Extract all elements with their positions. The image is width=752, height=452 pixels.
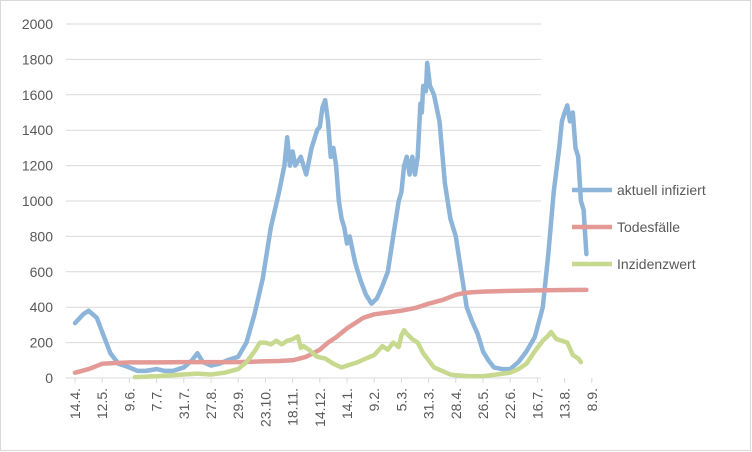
x-tick-label: 7.7. xyxy=(149,388,165,411)
gridlines xyxy=(66,23,541,344)
x-tick-label: 13.8. xyxy=(557,388,573,419)
x-tick-label: 14.12. xyxy=(312,388,328,427)
x-tick-label: 18.11. xyxy=(285,388,301,426)
y-tick-label: 400 xyxy=(30,299,54,315)
x-tick-label: 31.3. xyxy=(421,388,437,419)
x-tick-label: 14.1. xyxy=(339,388,355,419)
y-tick-label: 800 xyxy=(30,228,54,244)
legend-label: Inzidenzwert xyxy=(617,256,696,272)
x-tick-label: 9.2. xyxy=(366,388,382,411)
series-line-aktuell-infiziert xyxy=(72,60,589,374)
x-tick-label: 27.8. xyxy=(203,388,219,419)
y-tick-label: 1200 xyxy=(22,158,53,174)
y-tick-label: 1600 xyxy=(22,87,53,103)
legend-label: aktuell infiziert xyxy=(617,182,706,198)
x-axis: 14.4. 12.5. 9.6. 7.7. 31.7. 27.8. 29.9. 23.10. 1… xyxy=(66,377,600,427)
y-tick-label: 0 xyxy=(45,370,53,386)
series-line-inzidenzwert xyxy=(132,327,584,380)
y-tick-label: 600 xyxy=(30,264,54,280)
y-tick-label: 200 xyxy=(30,335,54,351)
x-tick-label: 31.7. xyxy=(176,388,192,419)
legend: aktuell infiziert Todesfälle Inzidenzwert xyxy=(572,182,706,272)
x-tick-label: 12.5. xyxy=(94,388,110,419)
x-tick-label: 16.7. xyxy=(529,388,545,419)
x-tick-label: 14.4. xyxy=(67,388,83,419)
series-lines xyxy=(72,60,589,380)
y-tick-label: 2000 xyxy=(22,16,53,32)
x-tick-label: 28.4. xyxy=(448,388,464,419)
x-tick-label: 29.9. xyxy=(230,388,246,419)
y-tick-label: 1800 xyxy=(22,51,53,67)
x-tick-label: 9.6. xyxy=(121,388,137,411)
x-tick-label: 23.10. xyxy=(257,388,273,427)
y-tick-label: 1000 xyxy=(22,193,53,209)
x-tick-label: 26.5. xyxy=(475,388,491,419)
y-tick-label: 1400 xyxy=(22,122,53,138)
y-axis: 0 200 400 600 800 1000 1200 1400 1600 1800 2000 xyxy=(22,16,53,386)
x-tick-label: 22.6. xyxy=(502,388,518,419)
x-tick-label: 5.3. xyxy=(393,388,409,411)
x-tick-label: 8.9. xyxy=(584,388,600,411)
legend-label: Todesfälle xyxy=(617,219,680,235)
series-line-todesf-lle xyxy=(72,287,589,375)
